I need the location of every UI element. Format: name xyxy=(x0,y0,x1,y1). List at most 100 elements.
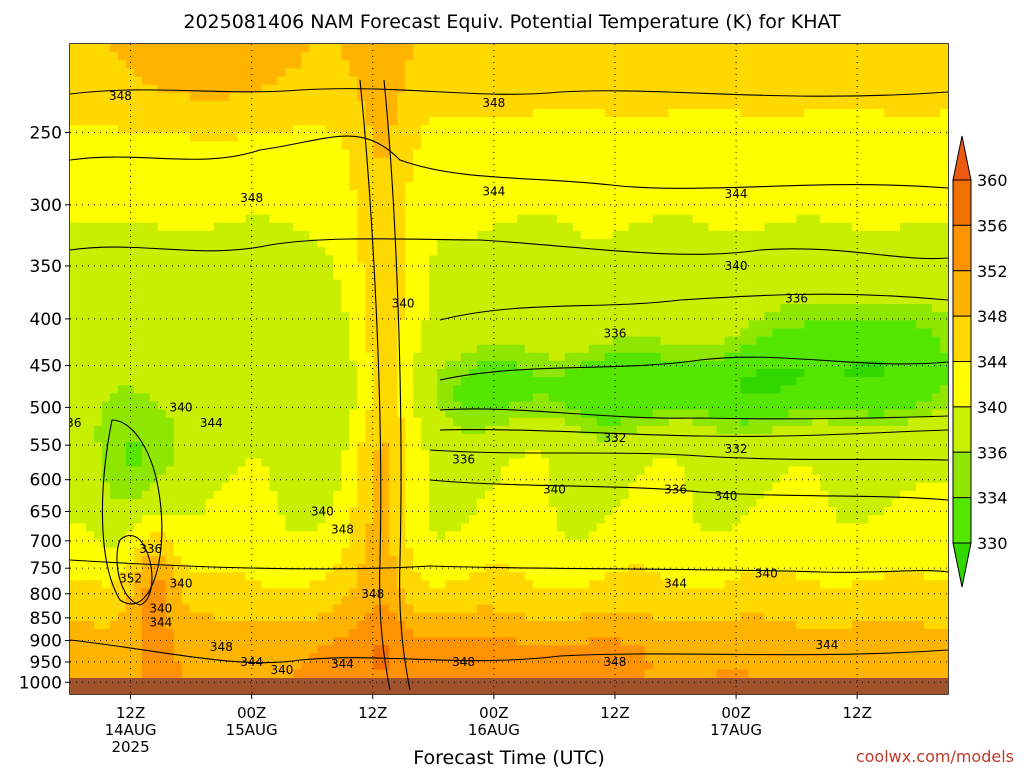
heat-cell xyxy=(365,100,374,110)
heat-cell xyxy=(237,434,247,443)
heat-cell xyxy=(181,190,191,199)
heat-cell xyxy=(261,230,271,240)
heat-cell xyxy=(237,287,247,297)
heat-cell xyxy=(413,645,422,654)
heat-cell xyxy=(325,279,334,289)
heat-cell xyxy=(77,68,87,78)
heat-cell xyxy=(405,149,414,159)
heat-cell xyxy=(349,425,358,435)
heat-cell xyxy=(548,190,558,199)
heat-cell xyxy=(413,596,422,606)
heat-cell xyxy=(325,434,334,443)
heat-cell xyxy=(445,369,454,378)
heat-cell xyxy=(413,629,422,638)
heat-cell xyxy=(421,157,430,167)
heat-cell xyxy=(141,409,151,419)
heat-cell xyxy=(117,174,127,183)
heat-cell xyxy=(117,588,127,598)
heat-cell xyxy=(109,499,119,508)
heat-cell xyxy=(181,377,191,386)
heat-cell xyxy=(245,417,255,427)
heat-cell xyxy=(70,515,79,524)
heat-cell xyxy=(532,60,542,69)
heat-cell xyxy=(373,279,382,289)
heat-cell xyxy=(333,312,342,321)
heat-cell xyxy=(477,580,486,589)
heat-cell xyxy=(77,222,87,232)
heat-cell xyxy=(397,117,406,126)
heat-cell xyxy=(253,352,263,362)
heat-cell xyxy=(141,604,151,614)
heat-cell xyxy=(429,377,438,386)
heat-cell xyxy=(540,499,550,508)
heat-cell xyxy=(373,531,382,541)
heat-cell xyxy=(437,531,446,541)
heat-cell xyxy=(77,620,87,630)
heat-cell xyxy=(548,539,558,549)
heat-cell xyxy=(556,629,566,638)
heat-cell xyxy=(165,458,175,468)
heat-cell xyxy=(205,255,215,264)
heat-cell xyxy=(109,336,119,346)
heat-cell xyxy=(365,141,374,151)
heat-cell xyxy=(421,539,430,549)
heat-cell xyxy=(365,515,374,524)
heat-cell xyxy=(133,596,143,606)
heat-cell xyxy=(540,669,550,679)
heat-cell xyxy=(516,499,526,508)
heat-cell xyxy=(445,174,454,183)
heat-cell xyxy=(540,555,550,565)
heat-cell xyxy=(173,450,183,459)
heat-cell xyxy=(429,255,438,264)
heat-cell xyxy=(157,369,167,378)
heat-cell xyxy=(157,336,167,346)
heat-cell xyxy=(309,442,319,451)
heat-cell xyxy=(381,515,390,524)
heat-cell xyxy=(205,247,215,256)
heat-cell xyxy=(341,44,350,53)
heat-cell xyxy=(333,198,342,208)
heat-cell xyxy=(516,442,526,451)
heat-cell xyxy=(365,499,374,508)
heat-cell xyxy=(285,645,295,654)
heat-cell xyxy=(205,360,215,370)
heat-cell xyxy=(397,214,406,224)
heat-cell xyxy=(173,369,183,378)
heat-cell xyxy=(213,409,223,419)
heat-cell xyxy=(70,222,79,232)
heat-cell xyxy=(461,352,470,362)
heat-cell xyxy=(556,117,566,126)
heat-cell xyxy=(165,515,175,524)
heat-cell xyxy=(101,352,111,362)
heat-cell xyxy=(301,523,311,533)
heat-cell xyxy=(70,661,79,671)
heat-cell xyxy=(277,369,287,378)
heat-cell xyxy=(285,174,295,183)
heat-cell xyxy=(85,637,95,646)
heat-cell xyxy=(317,596,327,606)
heat-cell xyxy=(173,661,183,671)
heat-cell xyxy=(237,214,247,224)
heat-cell xyxy=(221,531,231,541)
heat-cell xyxy=(221,629,231,638)
heat-cell xyxy=(269,653,279,663)
heat-cell xyxy=(133,377,143,386)
heat-cell xyxy=(493,222,502,232)
heat-cell xyxy=(133,60,143,69)
heat-cell xyxy=(165,247,175,256)
heat-cell xyxy=(516,271,526,281)
heat-cell xyxy=(540,100,550,110)
heat-cell xyxy=(229,401,239,411)
heat-cell xyxy=(213,279,223,289)
heat-cell xyxy=(453,328,462,338)
heat-cell xyxy=(421,661,430,671)
heat-cell xyxy=(516,206,526,216)
heat-cell xyxy=(405,401,414,411)
heat-cell xyxy=(85,76,95,86)
heat-cell xyxy=(325,629,334,638)
heat-cell xyxy=(301,360,311,370)
heat-cell xyxy=(453,555,462,565)
heat-cell xyxy=(413,555,422,565)
heat-cell xyxy=(277,377,287,386)
heat-cell xyxy=(325,100,334,110)
